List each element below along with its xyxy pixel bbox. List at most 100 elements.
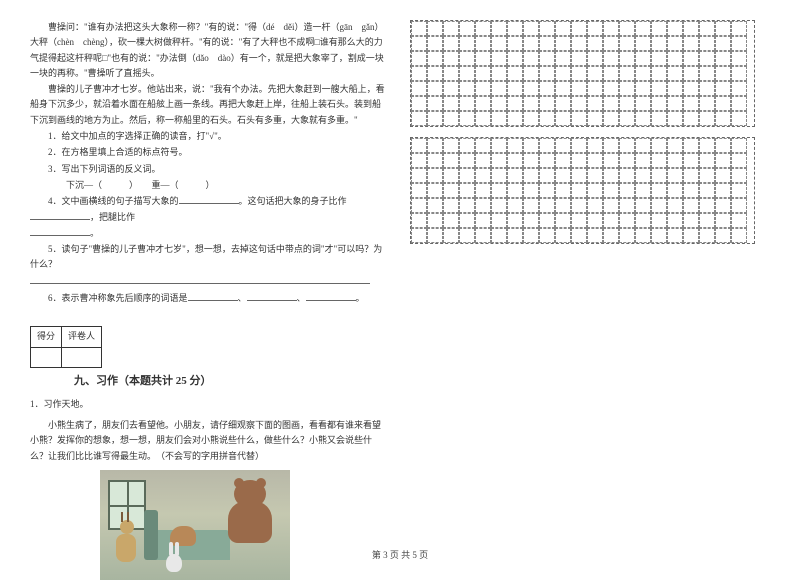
grid-cell <box>459 36 475 51</box>
grid-cell <box>459 66 475 81</box>
grid-cell <box>571 96 587 111</box>
grid-cell <box>507 21 523 36</box>
grid-cell <box>603 168 619 183</box>
writing-illustration <box>100 470 290 580</box>
grid-cell <box>651 138 667 153</box>
grid-cell <box>555 96 571 111</box>
grid-cell <box>731 168 747 183</box>
grid-cell <box>443 138 459 153</box>
grid-cell <box>475 21 491 36</box>
grid-cell <box>507 96 523 111</box>
grid-cell <box>667 21 683 36</box>
grid-cell <box>491 66 507 81</box>
q4-text-d: 。 <box>90 228 99 238</box>
grid-cell <box>715 198 731 213</box>
question-1: 1．给文中加点的字选择正确的读音，打"√"。 <box>30 129 385 144</box>
grid-cell <box>699 81 715 96</box>
grid-cell <box>571 153 587 168</box>
grid-cell <box>571 213 587 228</box>
grid-cell <box>555 81 571 96</box>
grid-cell <box>715 213 731 228</box>
grid-cell <box>651 36 667 51</box>
grid-cell <box>699 168 715 183</box>
grid-cell <box>539 228 555 243</box>
grid-cell <box>491 153 507 168</box>
grid-cell <box>443 81 459 96</box>
grid-row <box>411 111 754 126</box>
grid-cell <box>491 21 507 36</box>
grid-cell <box>443 183 459 198</box>
grid-cell <box>587 36 603 51</box>
grid-cell <box>539 198 555 213</box>
grid-cell <box>475 153 491 168</box>
grid-cell <box>427 21 443 36</box>
grid-cell <box>667 66 683 81</box>
grid-cell <box>651 198 667 213</box>
grid-cell <box>603 96 619 111</box>
grid-cell <box>635 198 651 213</box>
grid-cell <box>443 168 459 183</box>
grid-cell <box>523 138 539 153</box>
grid-cell <box>427 153 443 168</box>
grid-cell <box>475 66 491 81</box>
grid-cell <box>411 138 427 153</box>
grid-cell <box>443 96 459 111</box>
grid-cell <box>459 138 475 153</box>
illus-big-bear <box>220 478 280 543</box>
question-2: 2．在方格里填上合适的标点符号。 <box>30 145 385 160</box>
grid-cell <box>491 213 507 228</box>
grid-cell <box>443 51 459 66</box>
grid-cell <box>491 36 507 51</box>
grid-cell <box>555 138 571 153</box>
grid-cell <box>587 168 603 183</box>
grid-row <box>411 183 754 198</box>
grid-cell <box>619 153 635 168</box>
grid-cell <box>651 96 667 111</box>
grid-cell <box>539 213 555 228</box>
grid-cell <box>603 198 619 213</box>
grid-cell <box>491 81 507 96</box>
grid-cell <box>459 81 475 96</box>
grid-cell <box>635 36 651 51</box>
grid-cell <box>443 228 459 243</box>
grid-cell <box>635 168 651 183</box>
grid-row <box>411 36 754 51</box>
grid-cell <box>603 21 619 36</box>
grid-cell <box>651 51 667 66</box>
grid-cell <box>411 66 427 81</box>
grid-cell <box>635 111 651 126</box>
grid-cell <box>443 111 459 126</box>
grid-cell <box>555 153 571 168</box>
grid-cell <box>603 51 619 66</box>
grid-cell <box>683 81 699 96</box>
grid-cell <box>491 51 507 66</box>
grid-cell <box>699 36 715 51</box>
grid-cell <box>475 168 491 183</box>
q6-blank-2 <box>247 300 297 301</box>
left-column: 曹操问："谁有办法把这头大象称一称？"有的说："得（dé děi）造一杆（gān… <box>30 20 400 555</box>
grid-cell <box>667 168 683 183</box>
grid-cell <box>731 36 747 51</box>
grid-cell <box>411 168 427 183</box>
grid-cell <box>699 21 715 36</box>
score-header-grader: 评卷人 <box>62 327 102 347</box>
grid-cell <box>459 213 475 228</box>
grid-cell <box>443 213 459 228</box>
grid-cell <box>731 66 747 81</box>
q6-text-b: 、 <box>238 293 247 303</box>
grid-cell <box>491 111 507 126</box>
grid-cell <box>683 198 699 213</box>
grid-cell <box>715 168 731 183</box>
grid-cell <box>667 111 683 126</box>
grid-cell <box>699 183 715 198</box>
grid-cell <box>619 21 635 36</box>
grid-cell <box>459 111 475 126</box>
grid-cell <box>555 213 571 228</box>
grid-cell <box>523 168 539 183</box>
q5-blank <box>30 283 370 284</box>
grid-cell <box>699 96 715 111</box>
grid-cell <box>507 168 523 183</box>
grid-cell <box>651 168 667 183</box>
grid-cell <box>427 228 443 243</box>
grid-cell <box>443 36 459 51</box>
